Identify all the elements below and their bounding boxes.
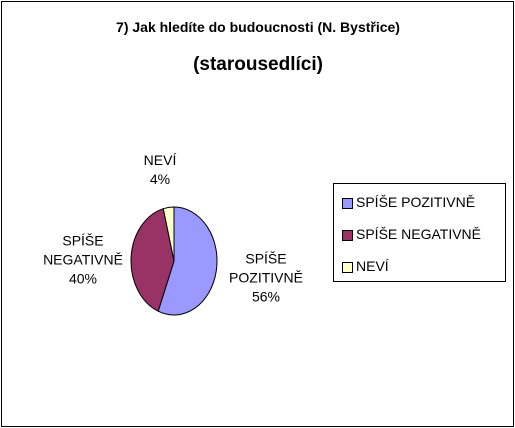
pie-slice: [162, 206, 175, 262]
data-label: SPÍŠE NEGATIVNĚ 40%: [43, 232, 123, 289]
data-label-value: 40%: [68, 270, 98, 287]
data-label-value: 56%: [251, 288, 281, 305]
chart-subtitle: (starousedlíci): [193, 54, 323, 75]
pie-slice: [130, 208, 175, 312]
data-label: SPÍŠE POZITIVNĚ 56%: [229, 250, 303, 307]
pie-slice: [157, 206, 218, 316]
data-label-category: SPÍŠE POZITIVNĚ: [229, 250, 303, 286]
data-label-category: SPÍŠE NEGATIVNĚ: [43, 232, 123, 268]
data-label: NEVÍ 4%: [144, 151, 177, 189]
chart-title: 7) Jak hledíte do budoucnosti (N. Bystři…: [116, 19, 400, 35]
data-label-value: 4%: [149, 171, 171, 187]
legend-label: NEVÍ: [356, 258, 389, 274]
legend-swatch: [342, 262, 353, 273]
legend-label: SPÍŠE NEGATIVNĚ: [356, 226, 481, 242]
data-label-category: NEVÍ: [143, 152, 177, 168]
legend-swatch: [342, 230, 353, 241]
legend-label: SPÍŠE POZITIVNĚ: [356, 194, 476, 210]
legend-swatch: [342, 198, 353, 209]
legend-box: [333, 183, 506, 282]
